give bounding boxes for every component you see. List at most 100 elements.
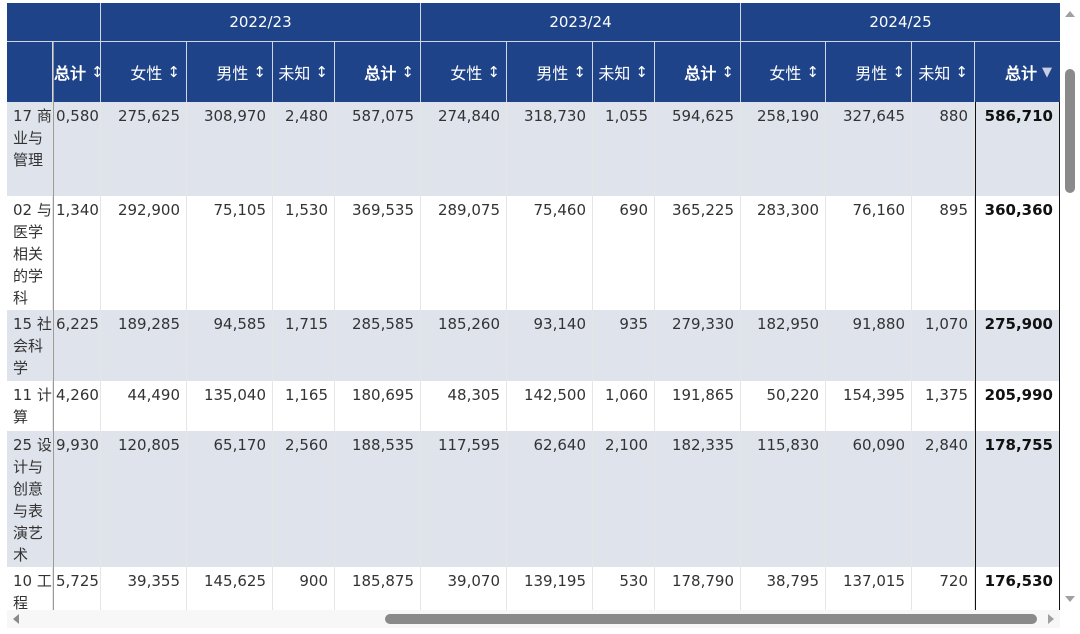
cell-2223-male: 145,625: [187, 567, 273, 610]
cell-2425-unknown: 720: [912, 567, 975, 610]
col-header-2122-total[interactable]: 总计↕: [53, 42, 101, 102]
cell-2324-male: 318,730: [507, 102, 593, 196]
col-header-2324-male[interactable]: 男性 ↕: [507, 42, 593, 102]
year-group-2024-25: 2024/25: [741, 3, 1060, 41]
cell-2425-unknown: 880: [912, 102, 975, 196]
vertical-scroll-thumb[interactable]: [1065, 69, 1075, 193]
cell-2223-unknown: 2,560: [273, 431, 335, 567]
cell-2223-unknown: 900: [273, 567, 335, 610]
col-header-2425-unknown[interactable]: 未知 ↕: [912, 42, 975, 102]
cell-2425-female: 283,300: [741, 196, 826, 310]
cell-2223-male: 94,585: [187, 310, 273, 381]
vertical-scrollbar[interactable]: [1062, 3, 1078, 610]
sort-both-icon[interactable]: ↕: [91, 63, 100, 81]
cell-2425-unknown: 1,070: [912, 310, 975, 381]
col-header-label: 女性: [450, 64, 483, 83]
cell-2324-total: 191,865: [655, 381, 741, 431]
row-subject-label: 15 社会科学: [7, 310, 53, 381]
cell-2223-total: 188,535: [335, 431, 421, 567]
cell-2324-female: 274,840: [421, 102, 507, 196]
scroll-left-arrow-icon[interactable]: [13, 614, 19, 624]
year-group-header-row: 2022/23 2023/24 2024/25: [7, 3, 1060, 41]
table-row: 11 计算 4,260 44,490 135,040 1,165 180,695…: [7, 381, 1060, 431]
sort-both-icon[interactable]: ↕: [315, 63, 328, 81]
cell-2122-total: 9,930: [53, 431, 101, 567]
row-subject-label: 11 计算: [7, 381, 53, 431]
row-subject-label: 02 与医学相关的学科: [7, 196, 53, 310]
cell-2324-unknown: 530: [593, 567, 655, 610]
cell-2223-female: 44,490: [101, 381, 187, 431]
col-header-2324-unknown[interactable]: 未知 ↕: [593, 42, 655, 102]
cell-2223-male: 75,105: [187, 196, 273, 310]
cell-2425-unknown: 2,840: [912, 431, 975, 567]
cell-2324-male: 93,140: [507, 310, 593, 381]
sort-both-icon[interactable]: ↕: [573, 63, 586, 81]
cell-2425-male: 137,015: [826, 567, 912, 610]
sort-both-icon[interactable]: ↕: [955, 63, 968, 81]
horizontal-scrollbar[interactable]: [7, 610, 1060, 628]
cell-2223-total: 587,075: [335, 102, 421, 196]
table-row: 15 社会科学 6,225 189,285 94,585 1,715 285,5…: [7, 310, 1060, 381]
cell-2223-total: 285,585: [335, 310, 421, 381]
cell-2324-male: 139,195: [507, 567, 593, 610]
cell-2425-female: 182,950: [741, 310, 826, 381]
col-header-2425-total[interactable]: 总计 ▼: [975, 42, 1060, 102]
col-header-2425-female[interactable]: 女性 ↕: [741, 42, 826, 102]
row-subject-label: 25 设计与创意与表演艺术: [7, 431, 53, 567]
col-header-2223-unknown[interactable]: 未知 ↕: [273, 42, 335, 102]
col-header-label: 总计: [54, 64, 87, 83]
cell-2425-unknown: 895: [912, 196, 975, 310]
cell-2324-male: 62,640: [507, 431, 593, 567]
sort-both-icon[interactable]: ↕: [401, 63, 414, 81]
cell-2324-female: 185,260: [421, 310, 507, 381]
data-table: 2022/23 2023/24 2024/25 总计↕ 女性↕ 男性↕ 未知↕ …: [7, 3, 1060, 610]
col-header-2324-female[interactable]: 女性 ↕: [421, 42, 507, 102]
col-header-label: 总计: [684, 64, 717, 83]
cell-2425-male: 91,880: [826, 310, 912, 381]
sort-both-icon[interactable]: ↕: [253, 63, 266, 81]
table-row: 25 设计与创意与表演艺术 9,930 120,805 65,170 2,560…: [7, 431, 1060, 567]
col-header-2223-total[interactable]: 总计 ↕: [335, 42, 421, 102]
cell-2425-female: 258,190: [741, 102, 826, 196]
cell-2223-female: 275,625: [101, 102, 187, 196]
sort-both-icon[interactable]: ↕: [635, 63, 648, 81]
cell-2223-male: 308,970: [187, 102, 273, 196]
cell-2324-female: 48,305: [421, 381, 507, 431]
sort-both-icon[interactable]: ↕: [721, 63, 734, 81]
cell-2223-male: 135,040: [187, 381, 273, 431]
row-subject-label: 17 商业与管理: [7, 102, 53, 196]
sort-both-icon[interactable]: ↕: [892, 63, 905, 81]
table-row: 17 商业与管理 0,580 275,625 308,970 2,480 587…: [7, 102, 1060, 196]
scroll-up-arrow-icon[interactable]: [1065, 11, 1075, 17]
cell-2425-female: 115,830: [741, 431, 826, 567]
scroll-down-arrow-icon[interactable]: [1065, 596, 1075, 602]
cell-2425-total: 360,360: [975, 196, 1060, 310]
col-header-2425-male[interactable]: 男性 ↕: [826, 42, 912, 102]
cell-2223-female: 39,355: [101, 567, 187, 610]
year-group-2023-24: 2023/24: [421, 3, 741, 41]
sort-both-icon[interactable]: ↕: [487, 63, 500, 81]
horizontal-scroll-thumb[interactable]: [385, 614, 1037, 624]
col-header-label: 女性: [130, 64, 163, 83]
col-header-subject: [7, 42, 53, 102]
scroll-right-arrow-icon[interactable]: [1048, 614, 1054, 624]
cell-2425-male: 154,395: [826, 381, 912, 431]
col-header-2223-female[interactable]: 女性 ↕: [101, 42, 187, 102]
cell-2324-unknown: 690: [593, 196, 655, 310]
table-row: 10 工程 5,725 39,355 145,625 900 185,875 3…: [7, 567, 1060, 610]
sort-both-icon[interactable]: ↕: [167, 63, 180, 81]
year-group-blank: [7, 3, 101, 41]
cell-2324-total: 365,225: [655, 196, 741, 310]
col-header-label: 未知: [918, 64, 951, 83]
sort-descending-icon[interactable]: ▼: [1042, 64, 1052, 80]
cell-2425-female: 50,220: [741, 381, 826, 431]
cell-2425-female: 38,795: [741, 567, 826, 610]
cell-2122-total: 1,340: [53, 196, 101, 310]
cell-2223-total: 185,875: [335, 567, 421, 610]
col-header-2223-male[interactable]: 男性 ↕: [187, 42, 273, 102]
header-divider: [7, 41, 1060, 42]
cell-2425-total: 586,710: [975, 102, 1060, 196]
col-header-2324-total[interactable]: 总计 ↕: [655, 42, 741, 102]
sort-both-icon[interactable]: ↕: [806, 63, 819, 81]
cell-2324-female: 39,070: [421, 567, 507, 610]
